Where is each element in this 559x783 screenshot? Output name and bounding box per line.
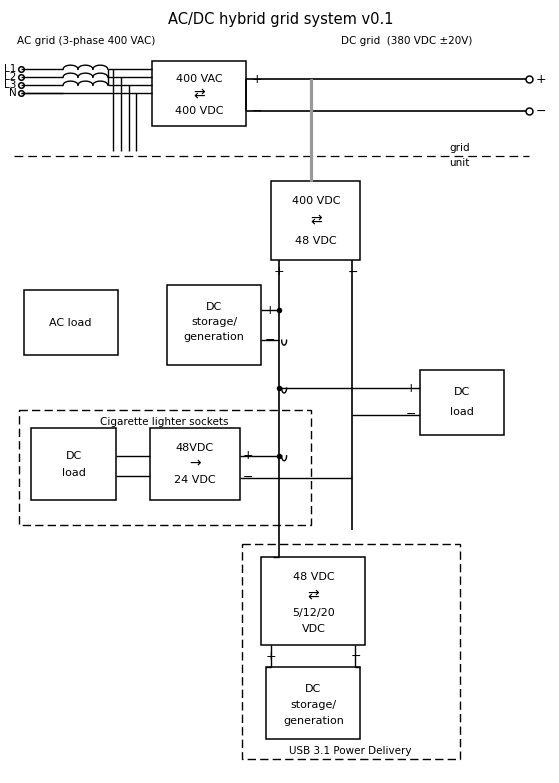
Bar — [167, 285, 261, 365]
Bar — [266, 667, 361, 739]
Text: VDC: VDC — [301, 624, 325, 634]
Text: +: + — [266, 650, 277, 663]
Text: DC: DC — [305, 684, 321, 694]
Text: Cigarette lighter sockets: Cigarette lighter sockets — [101, 417, 229, 427]
Bar — [241, 544, 459, 759]
Text: +: + — [252, 73, 262, 85]
Bar — [152, 61, 247, 126]
Text: 48VDC: 48VDC — [176, 443, 214, 453]
Text: 400 VDC: 400 VDC — [175, 106, 224, 116]
Text: L3: L3 — [4, 80, 17, 90]
Text: AC/DC hybrid grid system v0.1: AC/DC hybrid grid system v0.1 — [168, 12, 394, 27]
Bar — [420, 370, 504, 435]
Bar — [261, 557, 366, 645]
Bar — [150, 428, 239, 500]
Text: grid: grid — [449, 143, 470, 153]
Text: ⇄: ⇄ — [310, 214, 321, 228]
Text: unit: unit — [449, 158, 470, 168]
Bar — [271, 181, 361, 261]
Text: −: − — [536, 104, 546, 117]
Text: generation: generation — [283, 716, 344, 726]
Text: −: − — [264, 334, 275, 347]
Text: load: load — [61, 467, 86, 478]
Text: −: − — [350, 650, 361, 663]
Text: USB 3.1 Power Delivery: USB 3.1 Power Delivery — [289, 745, 412, 756]
Text: ⇄: ⇄ — [307, 588, 319, 602]
Text: −: − — [347, 265, 358, 279]
Bar — [18, 410, 311, 525]
Text: 24 VDC: 24 VDC — [174, 474, 216, 485]
Text: 400 VDC: 400 VDC — [292, 196, 340, 206]
Text: DC grid  (380 VDC ±20V): DC grid (380 VDC ±20V) — [340, 36, 472, 46]
Text: 400 VAC: 400 VAC — [176, 74, 222, 84]
Text: ⇄: ⇄ — [193, 87, 205, 101]
Text: 5/12/20: 5/12/20 — [292, 608, 335, 619]
Text: generation: generation — [184, 332, 245, 342]
Text: L2: L2 — [4, 72, 17, 82]
Text: DC: DC — [206, 302, 222, 312]
Text: +: + — [243, 449, 253, 462]
Text: storage/: storage/ — [191, 317, 238, 327]
Text: +: + — [405, 381, 416, 395]
Text: +: + — [536, 73, 547, 85]
Text: load: load — [450, 407, 474, 417]
Text: 48 VDC: 48 VDC — [295, 236, 337, 246]
Text: →: → — [189, 456, 201, 471]
Text: AC grid (3-phase 400 VAC): AC grid (3-phase 400 VAC) — [17, 36, 155, 46]
Text: N: N — [9, 88, 17, 98]
Text: −: − — [252, 104, 262, 117]
Text: DC: DC — [65, 451, 82, 460]
Text: −: − — [405, 409, 416, 421]
Text: 48 VDC: 48 VDC — [292, 572, 334, 583]
Bar — [23, 290, 117, 355]
Text: AC load: AC load — [49, 318, 92, 328]
Text: +: + — [264, 304, 275, 317]
Text: +: + — [274, 265, 285, 279]
Bar — [31, 428, 116, 500]
Text: DC: DC — [454, 387, 470, 397]
Text: −: − — [243, 471, 253, 484]
Text: storage/: storage/ — [290, 700, 337, 710]
Text: L1: L1 — [4, 64, 17, 74]
